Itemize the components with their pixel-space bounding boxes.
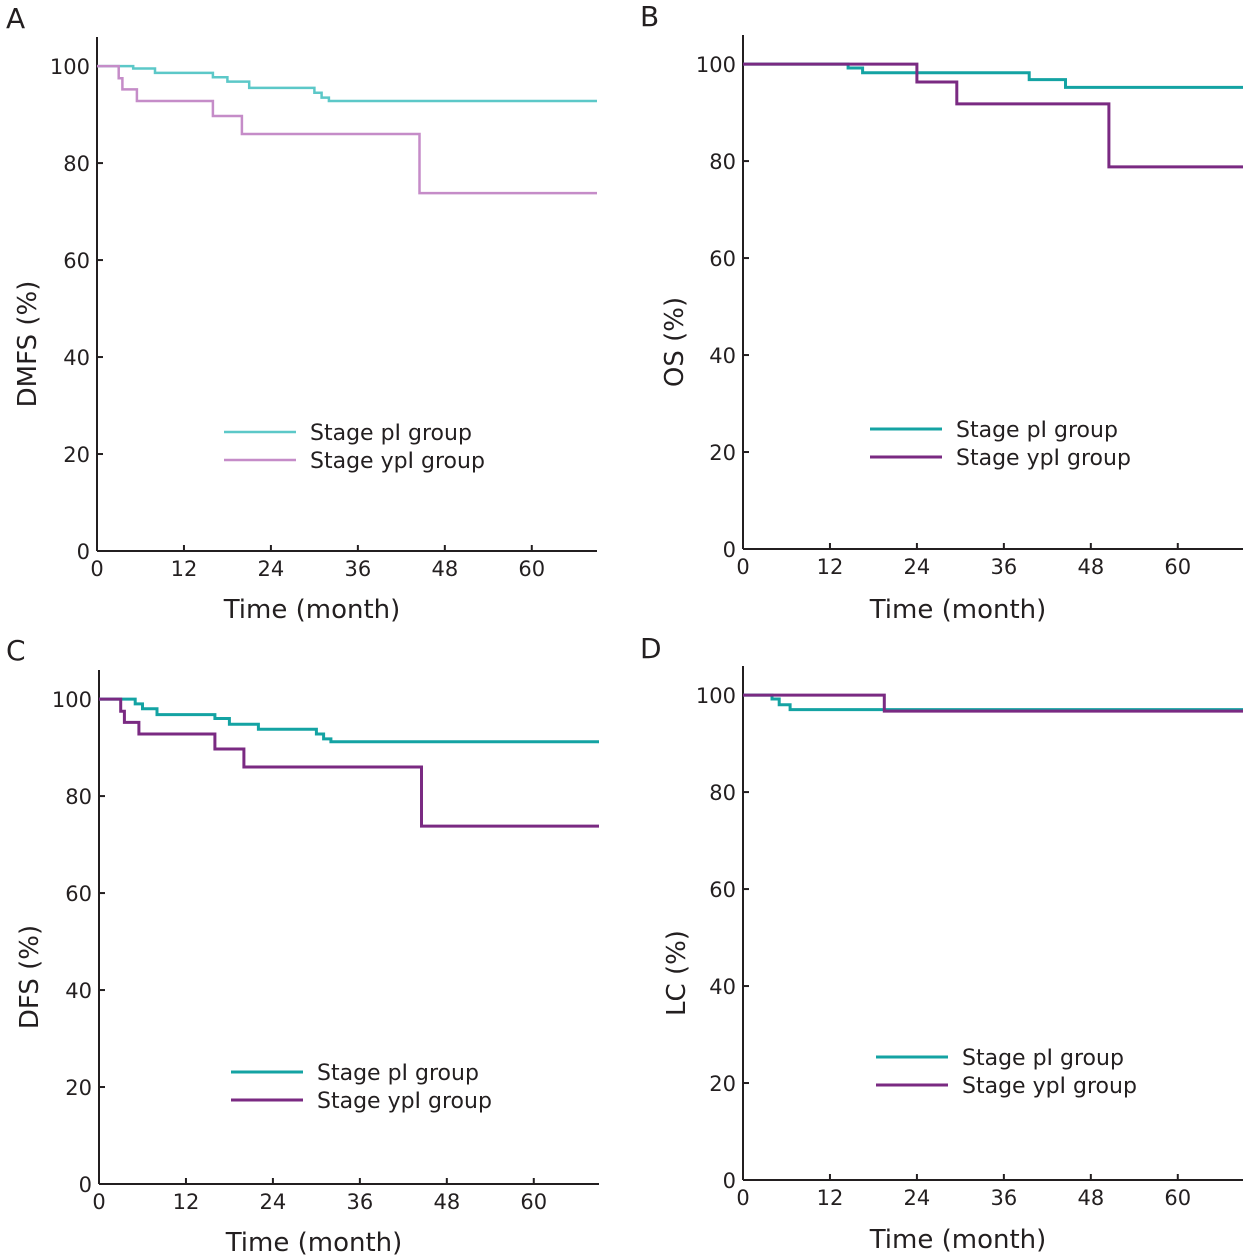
x-tick-label: 12	[817, 1186, 844, 1210]
panel-letter: D	[640, 632, 662, 665]
legend-label: Stage pI group	[317, 1061, 479, 1086]
panel-letter: B	[640, 0, 659, 33]
y-tick-label: 100	[696, 684, 736, 708]
legend-label: Stage ypI group	[310, 449, 485, 474]
y-tick-label: 40	[709, 975, 736, 999]
y-tick-label: 60	[63, 249, 90, 273]
legend-label: Stage ypI group	[962, 1074, 1137, 1099]
y-tick-label: 60	[65, 882, 92, 906]
x-tick-label: 0	[736, 1186, 749, 1210]
x-tick-label: 48	[1077, 1186, 1104, 1210]
x-tick-label: 36	[991, 555, 1018, 579]
y-tick-label: 0	[79, 1173, 92, 1197]
x-tick-label: 36	[347, 1190, 374, 1214]
legend-label: Stage pI group	[310, 421, 472, 446]
legend-label: Stage pI group	[956, 418, 1118, 443]
x-tick-label: 12	[171, 557, 198, 581]
x-tick-label: 48	[431, 557, 458, 581]
x-tick-label: 24	[904, 1186, 931, 1210]
x-tick-label: 0	[736, 555, 749, 579]
x-tick-label: 60	[520, 1190, 547, 1214]
y-tick-label: 0	[723, 1169, 736, 1193]
legend: Stage pI group Stage ypI group	[231, 1061, 492, 1114]
y-tick-label: 60	[709, 878, 736, 902]
x-tick-label: 0	[90, 557, 103, 581]
km-curve-stage-pi	[97, 64, 597, 103]
y-axis-title: DMFS (%)	[13, 281, 43, 408]
x-tick-label: 60	[518, 557, 545, 581]
x-axis-title: Time (month)	[869, 595, 1047, 625]
x-tick-label: 36	[991, 1186, 1018, 1210]
y-tick-label: 0	[723, 538, 736, 562]
y-tick-label: 100	[696, 53, 736, 77]
x-tick-label: 12	[173, 1190, 200, 1214]
legend-label: Stage ypI group	[317, 1089, 492, 1114]
x-axis-title: Time (month)	[869, 1225, 1047, 1255]
x-tick-label: 24	[260, 1190, 287, 1214]
x-axis-title: Time (month)	[225, 1228, 403, 1258]
x-tick-label: 24	[258, 557, 285, 581]
panel-b: B 0 20 40 60 80 100 0 12 24 36 48 60 Time (month) OS (…	[640, 0, 1243, 625]
km-curve-stage-pi	[743, 62, 1243, 89]
y-tick-label: 100	[50, 55, 90, 79]
y-axis-title: OS (%)	[660, 297, 690, 387]
legend: Stage pI group Stage ypI group	[224, 421, 485, 474]
x-tick-label: 24	[904, 555, 931, 579]
legend-label: Stage pI group	[962, 1046, 1124, 1071]
x-tick-label: 12	[817, 555, 844, 579]
x-tick-label: 48	[1077, 555, 1104, 579]
km-curve-stage-pi	[99, 697, 599, 744]
km-curve-stage-ypi	[99, 697, 599, 828]
y-tick-label: 20	[709, 441, 736, 465]
km-curve-stage-ypi	[743, 693, 1243, 713]
y-tick-label: 20	[63, 443, 90, 467]
panel-letter: A	[6, 2, 25, 35]
x-tick-label: 0	[92, 1190, 105, 1214]
y-tick-label: 80	[63, 152, 90, 176]
y-tick-label: 0	[77, 540, 90, 564]
km-curve-stage-ypi	[97, 64, 597, 195]
x-tick-label: 48	[433, 1190, 460, 1214]
y-tick-label: 80	[709, 150, 736, 174]
y-axis-title: LC (%)	[662, 930, 692, 1016]
y-tick-label: 20	[709, 1072, 736, 1096]
x-tick-label: 60	[1164, 1186, 1191, 1210]
legend: Stage pI group Stage ypI group	[876, 1046, 1137, 1099]
legend-label: Stage ypI group	[956, 446, 1131, 471]
y-tick-label: 100	[52, 688, 92, 712]
panel-c: C 0 20 40 60 80 100 0 12 24 36 48 60 Time (month) DFS …	[6, 634, 599, 1258]
y-axis-title: DFS (%)	[15, 925, 45, 1029]
y-tick-label: 40	[65, 979, 92, 1003]
x-axis-title: Time (month)	[223, 595, 401, 625]
y-tick-label: 40	[709, 344, 736, 368]
x-tick-label: 36	[345, 557, 372, 581]
panel-d: D 0 20 40 60 80 100 0 12 24 36 48 60 Time (month) LC (…	[640, 632, 1243, 1255]
km-curve-stage-pi	[743, 693, 1243, 712]
y-tick-label: 80	[709, 781, 736, 805]
y-tick-label: 80	[65, 785, 92, 809]
panel-letter: C	[6, 634, 26, 667]
legend: Stage pI group Stage ypI group	[870, 418, 1131, 471]
panel-a: A 0 20 40 60 80 100 0 12 24 36 48 60 Time (month) DMFS…	[6, 2, 597, 625]
x-tick-label: 60	[1164, 555, 1191, 579]
y-tick-label: 40	[63, 346, 90, 370]
y-tick-label: 60	[709, 247, 736, 271]
y-tick-label: 20	[65, 1076, 92, 1100]
km-curve-stage-ypi	[743, 62, 1243, 169]
